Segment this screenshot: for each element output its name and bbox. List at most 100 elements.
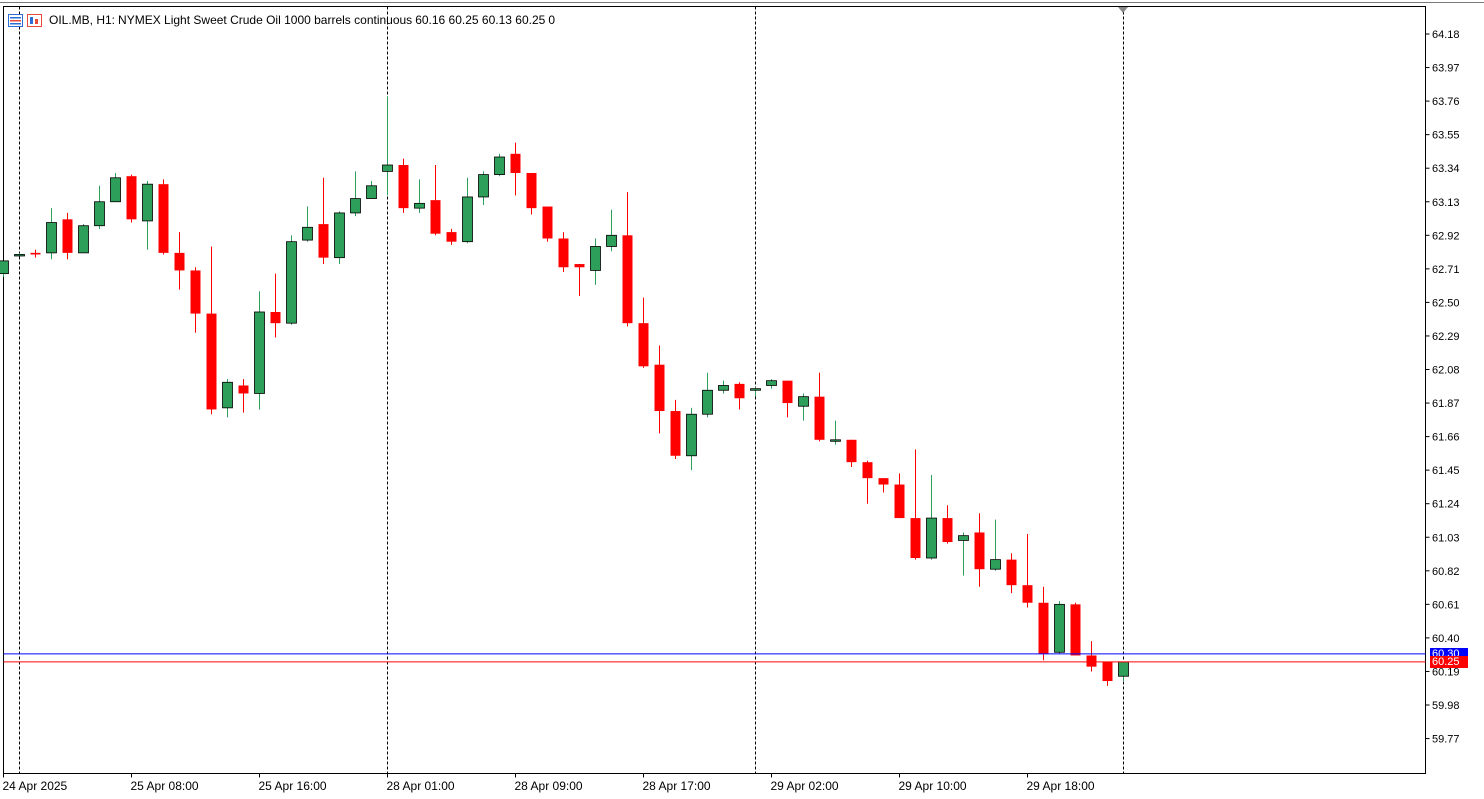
candle [78,224,89,254]
y-tick-label: 63.13 [1432,197,1460,209]
candle [830,420,841,445]
time-axis: 24 Apr 2025 25 Apr 08:00 25 Apr 16:00 28 Ap… [3,773,1095,793]
candle-body [1086,655,1097,667]
y-tick-label: 64.18 [1432,29,1460,41]
candle [494,153,505,177]
candle-body [190,270,201,314]
price-lines [3,653,1426,663]
candle-body [638,323,649,367]
candle [1006,553,1017,594]
candle [958,532,969,576]
candle-body [958,535,969,541]
shift-marker-icon[interactable] [1118,7,1128,13]
candle-body [926,517,937,559]
candles [0,96,1129,686]
candle-body [302,226,313,241]
candle [430,165,441,236]
y-tick-label: 62.92 [1432,230,1460,242]
candle-body [718,385,729,391]
candle [206,246,217,415]
y-tick-label: 61.03 [1432,532,1460,544]
candle [1038,586,1049,661]
candle-body [1070,604,1081,656]
y-tick-label: 59.98 [1432,700,1460,712]
candle-body [686,413,697,457]
y-tick-label: 62.08 [1432,365,1460,377]
candle-body [174,252,185,271]
candle [94,185,105,229]
candle-body [526,172,537,209]
y-tick-label: 60.19 [1432,666,1460,678]
candle-body [110,177,121,203]
candle-body [1118,661,1129,677]
candle [446,228,457,245]
candle-body [78,225,89,254]
symbol-chart-icon[interactable] [27,13,42,27]
candle [158,179,169,255]
candle-body [286,241,297,324]
y-tick-label: 61.87 [1432,398,1460,410]
candle-body [462,196,473,243]
candle [862,460,873,504]
volume-value: 0 [548,13,555,27]
candle [142,180,153,250]
candle [558,232,569,273]
x-tick-label: 25 Apr 08:00 [131,779,199,793]
candle [526,172,537,215]
candle-body [94,201,105,227]
candle [1022,534,1033,608]
candle [126,174,137,223]
candle-body [14,254,25,257]
candle [1054,601,1065,654]
plot-area[interactable] [3,6,1426,774]
candle-body [894,484,905,519]
candle-body [318,224,329,258]
candle-body [574,264,585,268]
y-tick-label: 63.76 [1432,96,1460,108]
candle-body [270,311,281,324]
candle [318,177,329,265]
candle-body [910,518,921,559]
candle [462,177,473,244]
candle [990,519,1001,571]
y-tick-label: 61.66 [1432,432,1460,444]
y-tick-label: 59.77 [1432,734,1460,746]
candle-body [670,411,681,456]
candle-body [1102,661,1113,682]
candle [590,238,601,285]
candle-body [702,389,713,415]
bid-price-tag: 60.25 [1430,655,1468,668]
candle-body [510,153,521,173]
candle-body [494,156,505,175]
candle-body [990,559,1001,570]
y-tick-label: 60.40 [1432,633,1460,645]
candle-body [814,396,825,440]
chart-window-icon[interactable] [8,13,23,27]
candle [542,206,553,242]
candle [414,179,425,213]
candle [942,505,953,544]
y-tick-label: 60.61 [1432,599,1460,611]
symbol-description: NYMEX Light Sweet Crude Oil 1000 barrels… [118,13,413,27]
candle-body [350,198,361,214]
candle-body [878,478,889,485]
candle [894,473,905,519]
y-tick-label: 63.34 [1432,163,1460,175]
candle [0,260,9,277]
y-tick-label: 62.71 [1432,264,1460,276]
candle-body [590,246,601,271]
candle-body [1022,585,1033,603]
candle-body [0,260,9,275]
candle-body [542,206,553,239]
chart-header: OIL.MB, H1: NYMEX Light Sweet Crude Oil … [8,11,555,29]
candle-body [478,174,489,198]
x-tick-label: 29 Apr 18:00 [1027,779,1095,793]
candle [702,372,713,418]
candle [910,449,921,560]
x-tick-label: 25 Apr 16:00 [259,779,327,793]
candle-body [798,396,809,407]
candle [222,379,233,418]
candle-body [1038,602,1049,654]
candle-body [414,202,425,209]
